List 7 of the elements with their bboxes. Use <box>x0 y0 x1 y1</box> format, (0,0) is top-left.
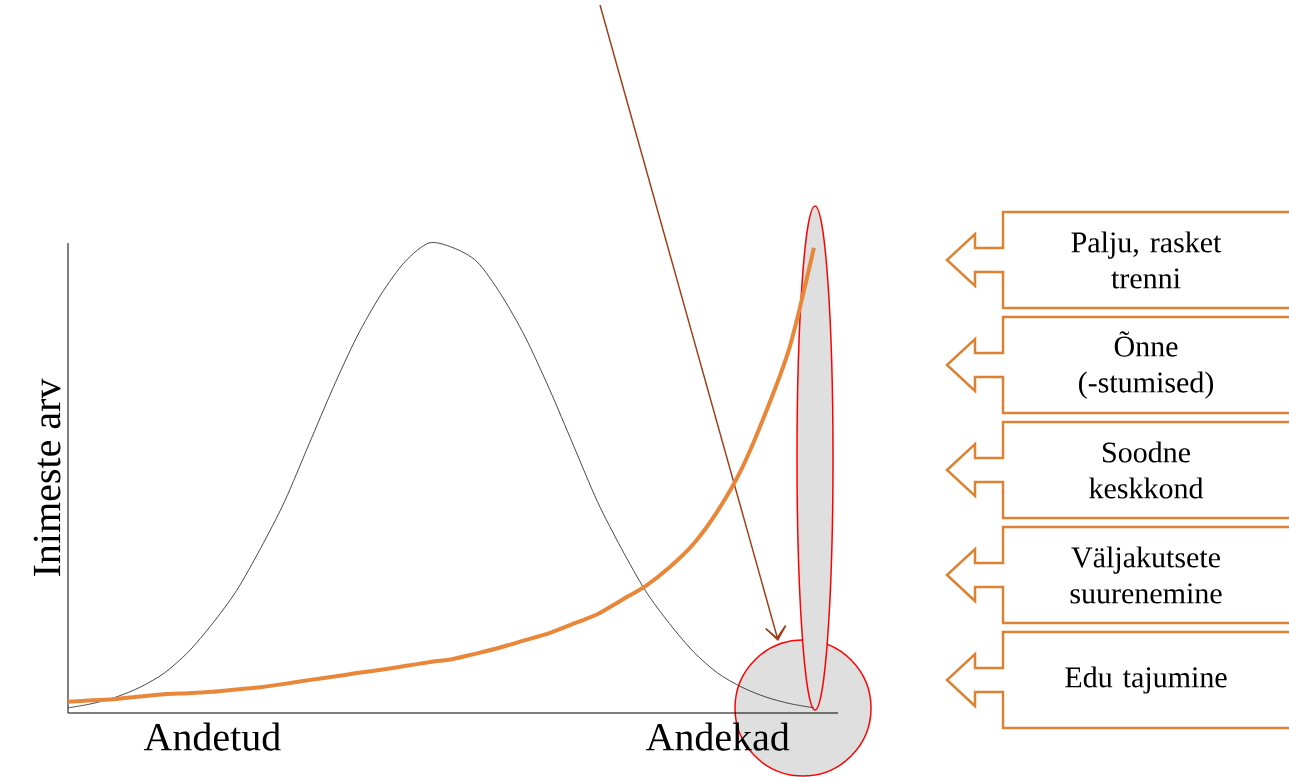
x-tick-label: Andetud <box>143 722 281 751</box>
text: Soodne keskkond <box>1089 441 1204 499</box>
y-axis-title: Inimeste arv <box>33 378 61 576</box>
text: Õnne (-stumised) <box>1079 331 1214 399</box>
text: Väljakutsete suurenemine <box>1070 546 1222 604</box>
text: Palju, rasket trenni <box>1071 231 1222 289</box>
text: Edu tajumine <box>1065 666 1227 694</box>
